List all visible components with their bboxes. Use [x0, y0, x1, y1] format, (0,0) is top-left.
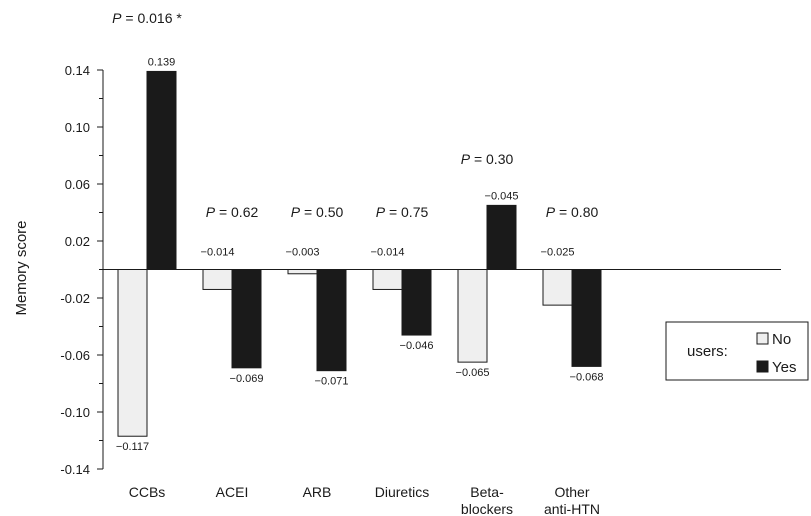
bar-yes	[401, 269, 432, 336]
x-category-label: Beta-blockers	[461, 484, 513, 516]
y-tick-label: 0.02	[65, 234, 90, 249]
p-value-label: P = 0.80	[546, 204, 599, 220]
y-tick-label: -0.14	[60, 462, 90, 477]
legend-box	[665, 321, 809, 381]
bar-yes	[146, 70, 177, 270]
data-label: −0.117	[116, 441, 149, 453]
legend-title: users:	[687, 343, 728, 360]
data-label: −0.065	[456, 367, 490, 379]
x-category-label: Other anti-HTN	[544, 484, 600, 516]
legend-swatch-yes	[756, 360, 769, 373]
bar-no	[117, 269, 148, 437]
data-label: −0.046	[400, 340, 434, 352]
bar-no	[372, 269, 403, 290]
legend-entry-yes: Yes	[772, 359, 796, 376]
bar-no	[542, 269, 573, 306]
p-value-label: P = 0.50	[291, 204, 344, 220]
y-tick-label: 0.14	[65, 63, 90, 78]
data-label: −0.045	[485, 190, 519, 202]
data-label: −0.014	[371, 247, 405, 259]
legend-swatch-no	[756, 332, 769, 345]
data-label: −0.025	[541, 247, 575, 259]
p-value-label: P = 0.62	[206, 204, 259, 220]
bar-no	[457, 269, 488, 363]
bar-no	[287, 269, 318, 275]
p-value-label: P = 0.75	[376, 204, 429, 220]
x-category-label: Diuretics	[375, 484, 429, 500]
labels: CCBs P = 0.016 * −0.117 0.139 ACEI P = 0.62 −0…	[112, 10, 603, 516]
y-tick-label: 0.10	[65, 120, 90, 135]
p-value-label: P = 0.016 *	[112, 10, 182, 26]
y-tick-label: 0.06	[65, 177, 90, 192]
legend-entry-no: No	[772, 331, 791, 348]
bar-yes	[486, 204, 517, 270]
data-label: −0.014	[201, 247, 235, 259]
x-category-label: CCBs	[129, 484, 166, 500]
data-label: −0.071	[315, 376, 349, 388]
data-label: −0.068	[570, 371, 604, 383]
bar-yes	[571, 269, 602, 367]
bars	[117, 70, 602, 437]
p-value-label: P = 0.30	[461, 151, 514, 167]
bar-yes	[231, 269, 262, 369]
y-tick-label: -0.10	[60, 405, 90, 420]
data-label: 0.139	[148, 56, 176, 68]
data-label: −0.003	[286, 247, 320, 259]
bar-yes	[316, 269, 347, 372]
x-category-label: ACEI	[216, 484, 249, 500]
legend: users: No Yes	[665, 321, 809, 381]
y-tick-label: -0.02	[60, 291, 90, 306]
y-axis-label: Memory score	[13, 220, 30, 315]
y-tick-label: -0.06	[60, 348, 90, 363]
bar-no	[202, 269, 233, 290]
data-label: −0.069	[230, 373, 264, 385]
x-category-label: ARB	[303, 484, 332, 500]
